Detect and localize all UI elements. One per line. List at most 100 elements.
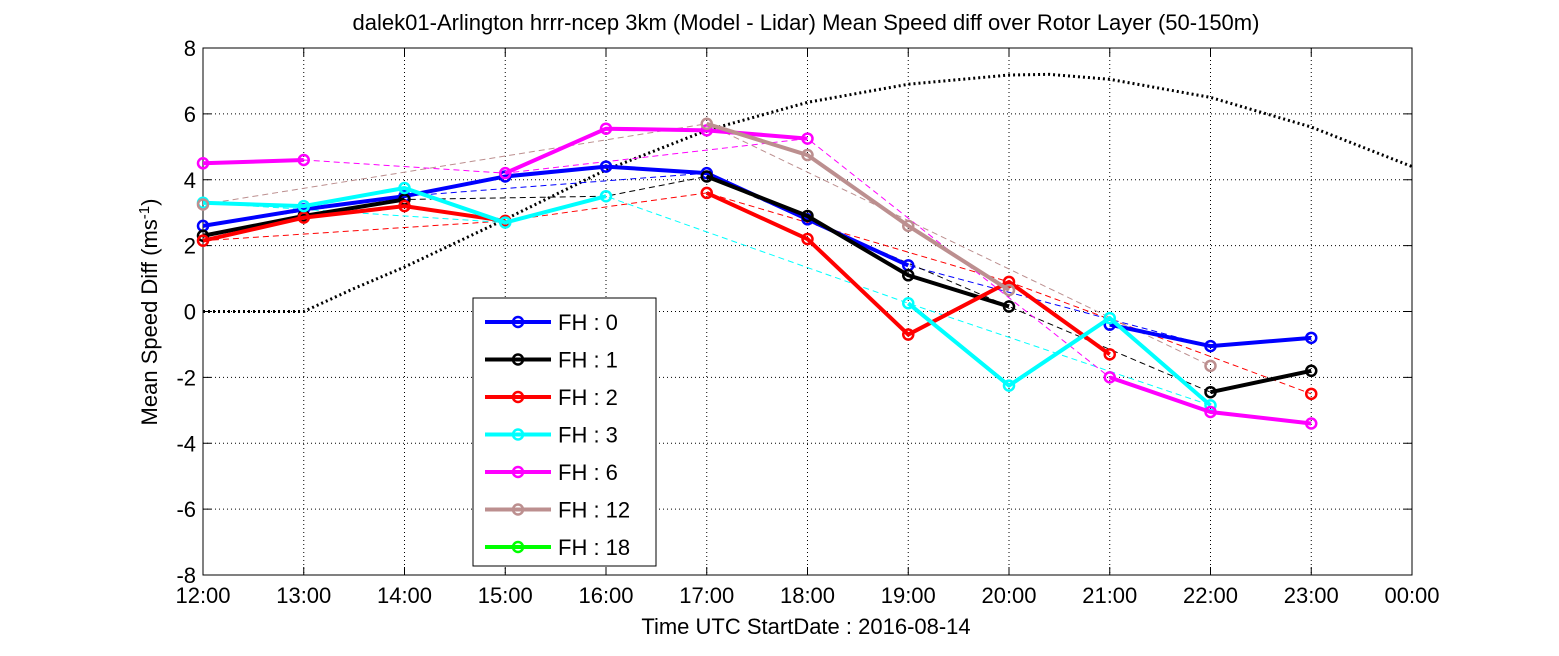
y-tick-label: 6 [184,102,196,127]
data-point [196,198,210,211]
x-tick-label: 00:00 [1384,583,1439,608]
y-tick-label: -6 [176,497,196,522]
series-group [196,181,1217,412]
legend-label: FH : 6 [558,460,618,485]
y-axis-label-superscript: -1 [136,206,153,219]
reference-curve [203,72,1413,313]
data-point [1305,417,1318,430]
legend-swatch-marker [511,390,525,404]
y-tick-label: -8 [176,563,196,588]
data-point [902,328,915,341]
y-axis-label-main: Mean Speed Diff (ms [137,219,162,425]
data-point [1204,339,1217,353]
series-group [196,122,1318,430]
data-point [801,132,814,145]
data-point [1002,275,1016,289]
x-tick-label: 13:00 [276,583,331,608]
legend-entry: FH : 12 [485,498,630,523]
legend-label: FH : 0 [558,310,618,335]
series-line [202,157,304,166]
trend-line [303,138,1111,378]
x-tick-label: 15:00 [478,583,533,608]
series-line [706,174,1010,309]
x-tick-label: 17:00 [679,583,734,608]
data-point [196,234,210,247]
data-point [1103,348,1116,361]
x-tick-label: 14:00 [377,583,432,608]
data-point [1002,283,1016,297]
y-tick-label: -4 [176,431,196,456]
x-tick-label: 21:00 [1082,583,1137,608]
x-tick-label: 16:00 [578,583,633,608]
data-point [801,232,814,246]
legend-swatch-marker [511,315,525,329]
series-line [1210,368,1312,395]
y-tick-labels: -8 -6 -4 -2 0 2 4 6 8 [176,36,196,588]
data-point [1103,371,1116,384]
data-point [297,199,310,213]
series-line [906,301,1212,407]
data-point [599,189,613,203]
grid-layer [203,48,1412,575]
y-tick-label: 2 [184,234,196,259]
y-tick-label: -2 [176,365,196,390]
legend-entry: FH : 6 [485,460,618,485]
data-point [599,122,613,135]
data-point [1002,379,1016,392]
data-point [1305,331,1318,345]
data-point [1204,385,1217,399]
series-layer [196,117,1318,430]
series-group [196,117,1217,373]
reference-curve-layer [203,72,1413,313]
legend-swatch-marker [511,428,525,441]
data-point [196,157,210,170]
trend-line [202,192,1312,395]
data-point [801,148,814,162]
series-line [202,185,607,225]
data-point [700,186,713,200]
data-point [499,166,512,180]
data-point [902,219,915,233]
legend-swatch-marker [511,353,525,366]
data-point [1305,387,1318,401]
x-tick-label: 23:00 [1284,583,1339,608]
legend-entry: FH : 18 [485,535,630,560]
series-line [202,164,910,268]
x-tick-label: 19:00 [881,583,936,608]
x-tick-labels: 12:00 13:00 14:00 15:00 16:00 17:00 18:00 19:00… [175,583,1439,608]
series-line [202,204,506,243]
legend-entry: FH : 3 [485,423,618,448]
trend-line [202,195,1211,406]
data-point [1305,364,1318,378]
chart-title: dalek01-Arlington hrrr-ncep 3km (Model -… [353,10,1260,35]
data-point [902,269,915,282]
data-point [499,216,512,229]
data-point [398,199,411,213]
data-point [1204,405,1217,419]
series-line [504,126,808,175]
legend-label: FH : 12 [558,498,630,523]
series-line [706,121,1011,292]
y-axis-label: Mean Speed Diff (ms-1) [136,199,162,426]
legend-entry: FH : 2 [485,385,618,410]
data-point [398,181,411,195]
x-tick-label: 12:00 [175,583,230,608]
y-tick-label: 4 [184,168,196,193]
data-point [700,170,713,183]
legend-entry: FH : 1 [485,348,618,373]
data-point [1204,359,1217,373]
legend-entry: FH : 0 [485,310,618,335]
data-point [297,211,310,224]
legend-swatch-marker [511,465,525,479]
data-point [801,209,814,223]
data-point [1002,300,1016,313]
data-point [196,229,210,242]
data-point [700,117,713,131]
legend-label: FH : 1 [558,348,618,373]
data-point [1103,311,1116,325]
legend-label: FH : 3 [558,423,618,448]
y-axis-label-close: ) [137,199,162,206]
x-tick-label: 22:00 [1183,583,1238,608]
